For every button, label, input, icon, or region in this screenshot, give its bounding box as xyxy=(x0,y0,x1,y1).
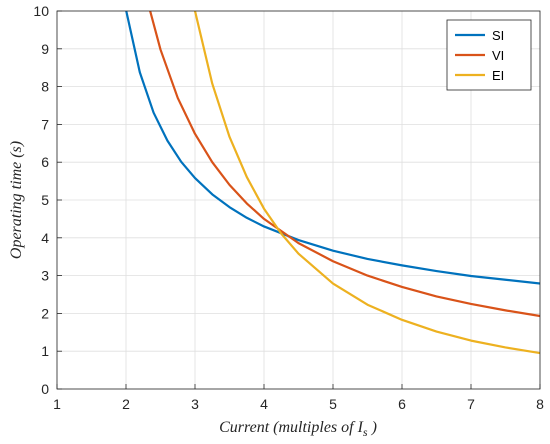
legend-label-vi: VI xyxy=(492,48,504,63)
y-tick-label: 7 xyxy=(41,116,49,132)
axis-ticks xyxy=(56,10,541,390)
legend: SI VI EI xyxy=(446,19,532,91)
y-tick-label: 5 xyxy=(41,192,49,208)
x-tick-label: 2 xyxy=(122,396,130,412)
x-tick-label: 6 xyxy=(398,396,406,412)
x-tick-label: 3 xyxy=(191,396,199,412)
x-tick-label: 1 xyxy=(53,396,61,412)
y-tick-label: 4 xyxy=(41,230,49,246)
series-layer xyxy=(125,11,540,355)
y-tick-label: 6 xyxy=(41,154,49,170)
legend-label-ei: EI xyxy=(492,68,504,83)
x-tick-label: 5 xyxy=(329,396,337,412)
series-line-ei xyxy=(193,11,540,355)
y-tick-label: 9 xyxy=(41,41,49,57)
x-tick-label: 7 xyxy=(467,396,475,412)
y-tick-label: 3 xyxy=(41,268,49,284)
y-tick-label: 1 xyxy=(41,343,49,359)
x-axis-title: Current (multiples of Is ) xyxy=(219,419,377,439)
x-tick-label: 4 xyxy=(260,396,268,412)
y-tick-label: 10 xyxy=(33,3,49,19)
y-tick-label: 8 xyxy=(41,79,49,95)
y-tick-label: 0 xyxy=(41,381,49,397)
series-line-vi xyxy=(149,11,540,318)
y-tick-label: 2 xyxy=(41,305,49,321)
series-line-si xyxy=(125,11,540,285)
x-tick-label: 8 xyxy=(536,396,544,412)
legend-label-si: SI xyxy=(492,28,504,43)
y-axis-title: Operating time (s) xyxy=(8,141,25,259)
